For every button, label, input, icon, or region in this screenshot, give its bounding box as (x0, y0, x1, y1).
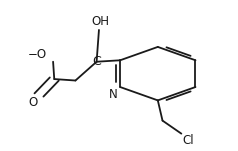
Text: OH: OH (91, 16, 109, 29)
Text: −O: −O (28, 48, 47, 61)
Text: N: N (109, 88, 117, 101)
Text: O: O (29, 96, 38, 109)
Text: C: C (92, 55, 101, 68)
Text: Cl: Cl (183, 134, 194, 147)
